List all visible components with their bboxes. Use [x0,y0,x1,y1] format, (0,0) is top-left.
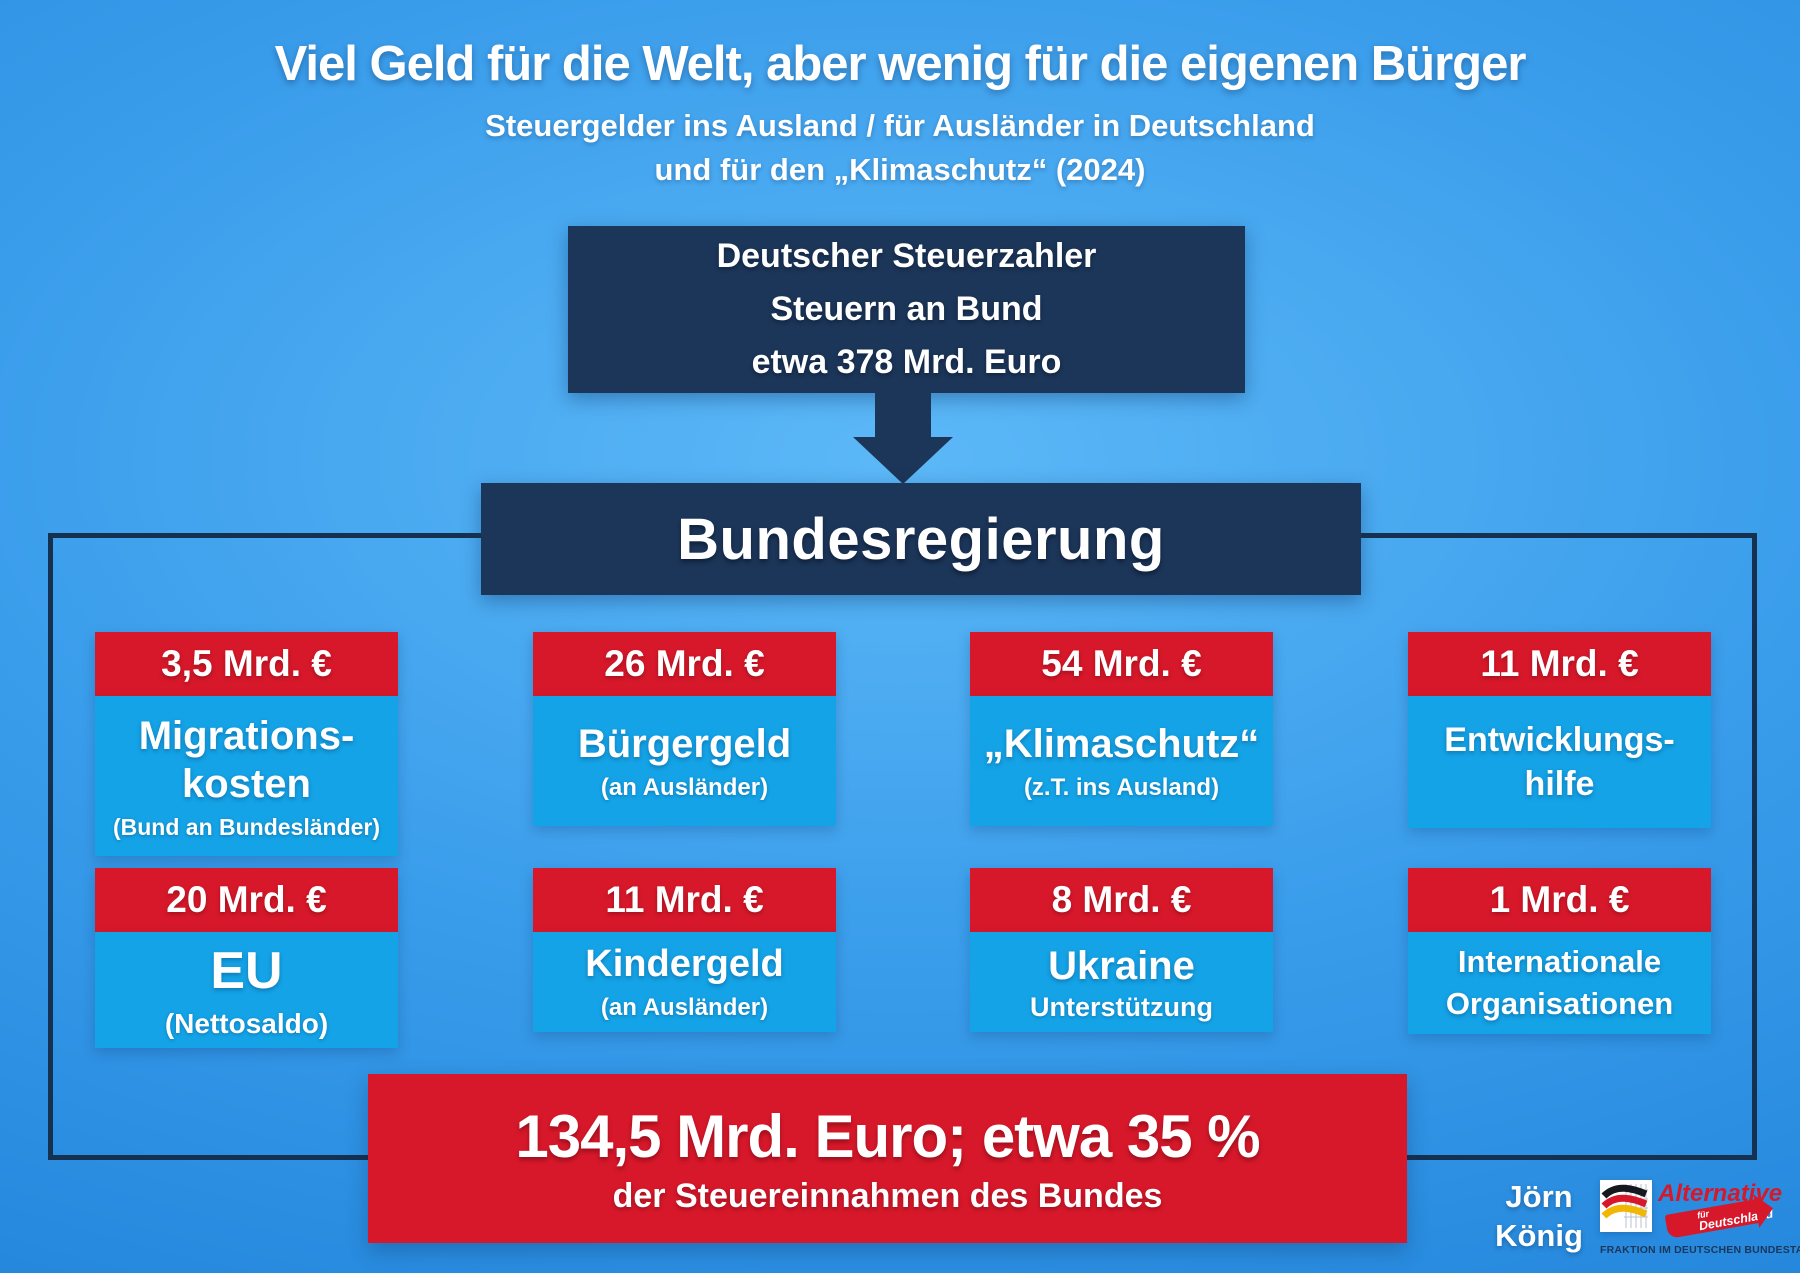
page-title: Viel Geld für die Welt, aber wenig für d… [274,37,1527,91]
author-last-name: König [1495,1217,1583,1253]
card-entwicklungshilfe: 11 Mrd. € Entwicklungs- hilfe [1408,632,1711,828]
government-box: Bundesregierung [481,483,1361,595]
author-first-name: Jörn [1505,1179,1573,1214]
amount-badge: 54 Mrd. € [970,632,1273,696]
source-box-line-2: Steuern an Bund [770,290,1043,329]
card-klimaschutz: 54 Mrd. € „Klimaschutz“ (z.T. ins Auslan… [970,632,1273,826]
source-box-line-3: etwa 378 Mrd. Euro [751,342,1062,381]
subtitle-line-1: Steuergelder ins Ausland / für Ausländer… [485,108,1315,143]
card-note: (an Ausländer) [600,774,769,801]
total-caption: der Steuereinnahmen des Bundes [612,1176,1163,1215]
author-name: Jörn König [1484,1178,1594,1256]
subtitle-line-2: und für den „Klimaschutz“ (2024) [654,152,1146,187]
amount-badge: 11 Mrd. € [533,868,836,932]
card-ukraine: 8 Mrd. € Ukraine Unterstützung [970,868,1273,1032]
total-sum-box: 134,5 Mrd. Euro; etwa 35 % der Steuerein… [368,1074,1407,1243]
connector-line [48,533,53,1160]
card-migrationskosten: 3,5 Mrd. € Migrations- kosten (Bund an B… [95,632,398,856]
amount-badge: 8 Mrd. € [970,868,1273,932]
card-title: hilfe [1524,765,1595,803]
amount-badge: 11 Mrd. € [1408,632,1711,696]
card-note: (an Ausländer) [600,993,769,1021]
card-note: (Nettosaldo) [164,1008,329,1040]
connector-line [1361,533,1757,538]
card-title: Bürgergeld [577,722,792,766]
taxpayer-source-box: Deutscher Steuerzahler Steuern an Bund e… [568,226,1245,393]
amount-badge: 26 Mrd. € [533,632,836,696]
total-amount: 134,5 Mrd. Euro; etwa 35 % [515,1102,1260,1170]
amount-badge: 3,5 Mrd. € [95,632,398,696]
amount-badge: 20 Mrd. € [95,868,398,932]
card-title: Migrations- [138,713,355,758]
source-box-line-1: Deutscher Steuerzahler [716,237,1097,276]
card-title: Internationale [1457,944,1662,980]
connector-line [48,533,481,538]
amount-badge: 1 Mrd. € [1408,868,1711,932]
card-note: (z.T. ins Ausland) [1023,774,1220,801]
card-kindergeld: 11 Mrd. € Kindergeld (an Ausländer) [533,868,836,1032]
card-title: Ukraine [1048,943,1195,988]
card-title: Entwicklungs- [1444,720,1675,759]
government-label: Bundesregierung [677,506,1165,572]
connector-line [48,1155,368,1160]
german-flag-icon [1600,1180,1652,1232]
card-title: „Klimaschutz“ [983,722,1260,766]
arrow-down-icon [853,437,953,484]
card-note: (Bund an Bundesländer) [112,813,381,840]
card-title: Organisationen [1445,986,1674,1021]
afd-fraction-caption: FRAKTION IM DEUTSCHEN BUNDESTAG [1600,1244,1800,1256]
card-title: kosten [182,761,311,806]
afd-logo: Alternative für Deutschland FRAKTION IM … [1600,1180,1800,1256]
card-buergergeld: 26 Mrd. € Bürgergeld (an Ausländer) [533,632,836,826]
card-internationale-organisationen: 1 Mrd. € Internationale Organisationen [1408,868,1711,1034]
connector-line [1752,533,1757,1160]
card-note: Unterstützung [1030,991,1213,1022]
connector-line [1407,1155,1757,1160]
card-title: Kindergeld [585,943,784,986]
card-eu: 20 Mrd. € EU (Nettosaldo) [95,868,398,1048]
arrow-down-icon [875,391,931,438]
card-title: EU [210,941,283,1000]
